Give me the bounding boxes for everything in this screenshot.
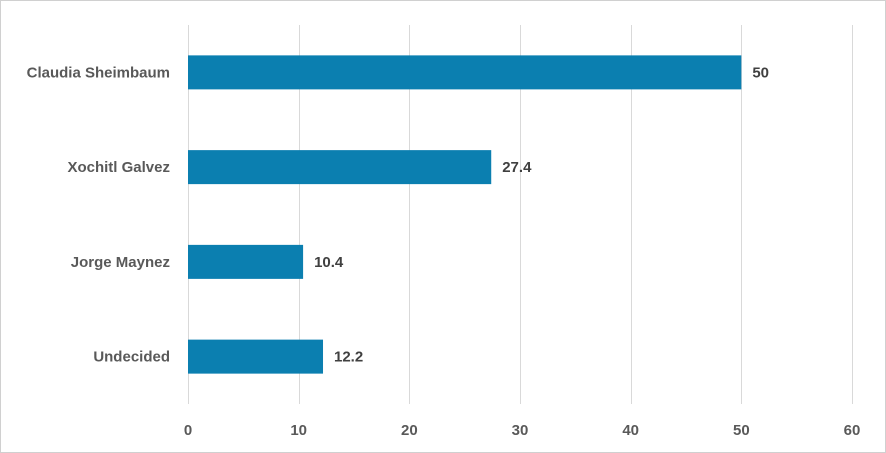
category-label-undecided: Undecided	[93, 349, 170, 366]
x-tick-label-50: 50	[733, 422, 750, 439]
bar-jorge-maynez	[188, 244, 304, 279]
bar-xochitl-galvez	[188, 150, 492, 185]
x-tick-label-10: 10	[290, 422, 307, 439]
bar-claudia-sheimbaum	[188, 55, 742, 90]
data-label-xochitl-galvez: 27.4	[502, 159, 532, 176]
category-label-claudia-sheimbaum: Claudia Sheimbaum	[27, 64, 170, 81]
bars	[188, 55, 742, 374]
x-tick-label-40: 40	[622, 422, 639, 439]
x-tick-label-30: 30	[512, 422, 529, 439]
x-tick-label-0: 0	[184, 422, 192, 439]
labels: 0 10 20 30 40 50 60 Claudia Sheimbaum 50 Xochitl …	[27, 64, 861, 439]
x-tick-label-20: 20	[401, 422, 418, 439]
category-label-xochitl-galvez: Xochitl Galvez	[67, 159, 170, 176]
data-label-claudia-sheimbaum: 50	[752, 64, 769, 81]
bar-undecided	[188, 339, 324, 374]
data-label-jorge-maynez: 10.4	[314, 254, 344, 271]
category-label-jorge-maynez: Jorge Maynez	[71, 254, 170, 271]
x-tick-label-60: 60	[844, 422, 861, 439]
data-label-undecided: 12.2	[334, 349, 363, 366]
